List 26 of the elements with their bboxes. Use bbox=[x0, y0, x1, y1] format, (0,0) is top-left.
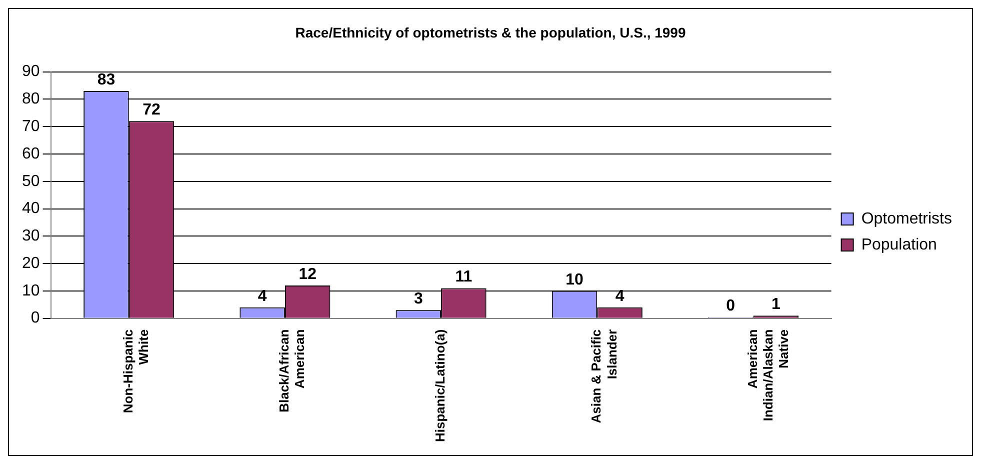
data-label: 0 bbox=[726, 298, 736, 315]
y-tick-label: 80 bbox=[22, 90, 40, 108]
x-tick-label: Non-Hispanic White bbox=[120, 329, 152, 414]
y-tick-label: 30 bbox=[22, 228, 40, 245]
x-tick-label: Hispanic/Latino(a) bbox=[432, 329, 448, 442]
y-tick-label: 0 bbox=[30, 310, 40, 327]
y-tick-label: 50 bbox=[22, 172, 40, 190]
data-label: 72 bbox=[142, 102, 160, 119]
x-tick-label: Asian & Pacific Islander bbox=[588, 329, 620, 424]
data-label: 12 bbox=[298, 266, 317, 283]
data-label: 3 bbox=[414, 290, 423, 308]
y-tick-label: 70 bbox=[22, 118, 40, 135]
data-label: 11 bbox=[455, 268, 472, 286]
legend-label: Optometrists bbox=[861, 210, 952, 228]
y-tick-label: 20 bbox=[22, 254, 40, 272]
legend-label: Population bbox=[861, 236, 937, 254]
data-label: 1 bbox=[771, 296, 780, 313]
chart-title: Race/Ethnicity of optometrists & the population, U.S., 1999 bbox=[295, 24, 686, 40]
y-tick-label: 10 bbox=[22, 282, 40, 300]
x-tick-label: Black/African American bbox=[276, 329, 308, 412]
y-tick-label: 40 bbox=[22, 200, 40, 218]
data-label: 10 bbox=[566, 271, 584, 288]
y-tick-label: 60 bbox=[22, 145, 40, 162]
x-tick-label: American Indian/Alaskan Native bbox=[744, 329, 792, 422]
data-label: 83 bbox=[97, 71, 116, 88]
y-tick-label: 90 bbox=[22, 63, 40, 80]
